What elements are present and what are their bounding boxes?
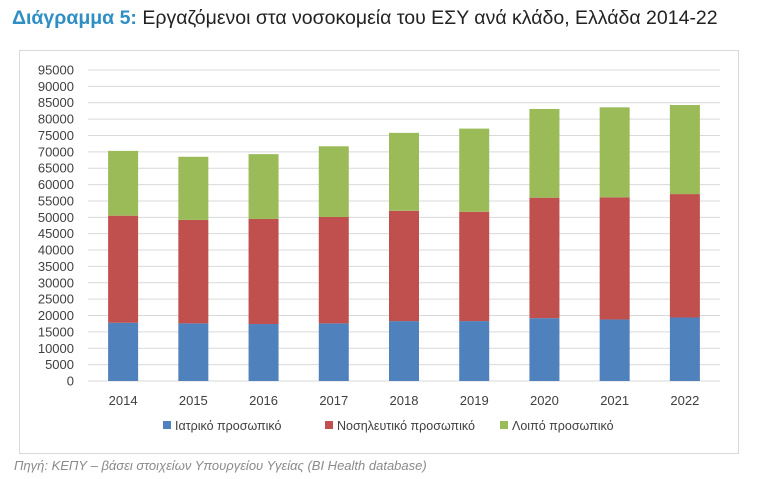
- bar-segment-2: [108, 215, 139, 323]
- y-tick-label: 10000: [38, 341, 74, 356]
- y-tick-label: 95000: [38, 63, 74, 78]
- legend-swatch: [163, 421, 171, 429]
- y-tick-label: 80000: [38, 112, 74, 127]
- bar-segment-1: [669, 317, 700, 381]
- bar-segment-3: [248, 154, 279, 219]
- legend-swatch: [500, 421, 508, 429]
- y-tick-label: 35000: [38, 259, 74, 274]
- y-tick-label: 0: [67, 374, 74, 389]
- bar-segment-1: [178, 323, 209, 381]
- bar-segment-3: [178, 156, 209, 220]
- x-tick-label: 2015: [179, 393, 208, 408]
- y-tick-label: 40000: [38, 243, 74, 258]
- x-tick-label: 2016: [249, 393, 278, 408]
- chart-title-lead: Διάγραμμα 5:: [12, 7, 137, 29]
- y-tick-label: 25000: [38, 292, 74, 307]
- legend-label: Ιατρικό προσωπικό: [175, 419, 282, 433]
- x-tick-label: 2022: [670, 393, 699, 408]
- y-tick-label: 45000: [38, 226, 74, 241]
- legend-swatch: [325, 421, 333, 429]
- y-tick-label: 55000: [38, 193, 74, 208]
- bar-segment-3: [389, 132, 419, 211]
- chart-title: Διάγραμμα 5: Εργαζόμενοι στα νοσοκομεία …: [12, 7, 718, 30]
- source-note: Πηγή: ΚΕΠΥ – βάσει στοιχείων Υπουργείου …: [14, 458, 427, 473]
- bar-segment-2: [178, 219, 209, 324]
- y-tick-label: 15000: [38, 324, 74, 339]
- bar-segment-3: [529, 108, 560, 198]
- x-tick-label: 2021: [600, 393, 629, 408]
- bar-segment-3: [669, 105, 700, 195]
- y-tick-label: 90000: [38, 79, 74, 94]
- bar-segment-2: [529, 197, 560, 319]
- chart-title-text: Εργαζόμενοι στα νοσοκομεία του ΕΣΥ ανά κ…: [142, 7, 718, 29]
- bar-segment-1: [318, 323, 349, 381]
- y-tick-label: 5000: [45, 357, 74, 372]
- y-tick-label: 65000: [38, 161, 74, 176]
- y-tick-label: 20000: [38, 308, 74, 323]
- bar-segment-3: [459, 128, 490, 212]
- bar-segment-2: [669, 194, 700, 318]
- y-tick-label: 70000: [38, 144, 74, 159]
- chart-area: 0 5000 10000 15000 20000 25000 30000 35000 40000…: [19, 50, 739, 454]
- bar-segment-3: [108, 150, 139, 216]
- bar-segment-1: [108, 322, 139, 381]
- bar-segment-1: [529, 318, 560, 381]
- bar-segment-2: [248, 218, 279, 325]
- legend-label: Λοιπό προσωπικό: [512, 419, 614, 433]
- x-tick-label: 2018: [390, 393, 419, 408]
- y-tick-label: 60000: [38, 177, 74, 192]
- y-tick-label: 85000: [38, 95, 74, 110]
- bar-segment-2: [318, 216, 349, 324]
- y-tick-label: 30000: [38, 275, 74, 290]
- bar-segment-2: [459, 211, 490, 322]
- x-tick-label: 2020: [530, 393, 559, 408]
- x-tick-label: 2017: [319, 393, 348, 408]
- bar-segment-3: [599, 107, 630, 198]
- bar-segment-2: [389, 210, 419, 322]
- bar-segment-1: [599, 319, 630, 381]
- bar-segment-1: [459, 321, 490, 381]
- x-tick-label: 2014: [109, 393, 138, 408]
- y-tick-label: 75000: [38, 128, 74, 143]
- bar-segment-3: [318, 146, 349, 217]
- bar-segment-1: [248, 324, 279, 381]
- bar-segment-1: [389, 321, 419, 381]
- x-tick-label: 2019: [460, 393, 489, 408]
- y-tick-label: 50000: [38, 210, 74, 225]
- bar-segment-2: [599, 197, 630, 320]
- legend-label: Νοσηλευτικό προσωπικό: [337, 419, 475, 433]
